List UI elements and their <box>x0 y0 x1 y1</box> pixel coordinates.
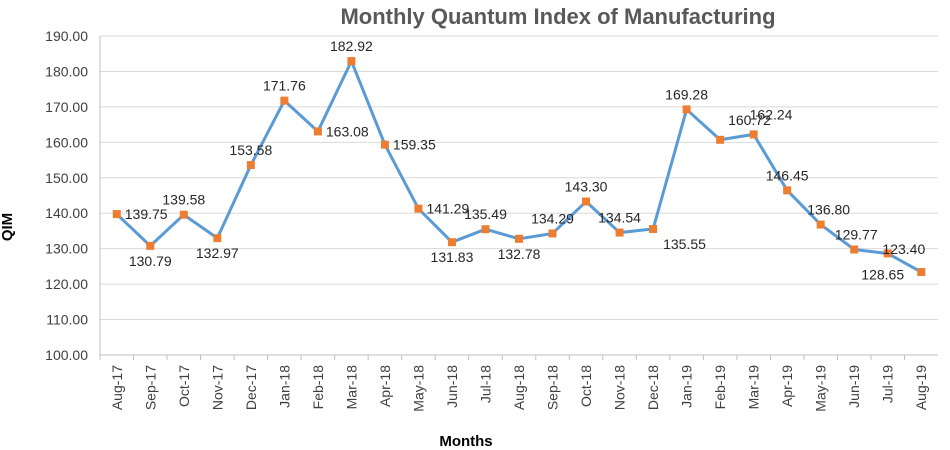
data-point <box>682 105 691 114</box>
x-tick-label: Aug-17 <box>109 365 125 410</box>
data-point <box>883 249 892 258</box>
x-tick-label: Oct-18 <box>578 365 594 407</box>
data-point <box>179 210 188 219</box>
y-tick-label: 190.00 <box>45 28 88 44</box>
data-label: 139.75 <box>125 206 168 222</box>
data-point <box>716 135 725 144</box>
y-axis: 100.00 110.00 120.00 130.00 140.00 150.00 160.… <box>45 28 88 363</box>
x-tick-label: Feb-19 <box>712 365 728 410</box>
x-tick-label: Aug-19 <box>913 365 929 410</box>
data-point <box>649 224 658 233</box>
data-point <box>515 234 523 243</box>
data-label: 135.55 <box>663 236 706 252</box>
data-label: 134.54 <box>598 210 641 226</box>
data-point <box>414 204 423 213</box>
data-point <box>783 186 792 195</box>
y-tick-label: 180.00 <box>45 63 88 79</box>
x-tick-label: Jul-19 <box>880 365 896 403</box>
data-label: 129.77 <box>835 226 878 242</box>
data-point <box>749 130 758 139</box>
x-tick-label: Apr-18 <box>377 365 393 407</box>
data-label: 132.97 <box>196 245 239 261</box>
x-tick-label: May-18 <box>410 365 426 412</box>
y-axis-title: QIM <box>0 213 16 241</box>
x-tick-label: Sep-18 <box>545 365 561 410</box>
x-axis-title: Months <box>439 433 492 450</box>
x-tick-label: Dec-18 <box>645 365 661 410</box>
data-point <box>548 229 557 238</box>
chart-title: Monthly Quantum Index of Manufacturing <box>340 4 775 29</box>
data-labels: 139.75 130.79 139.58 132.97 153.58 171.76 163.… <box>125 38 926 282</box>
data-point <box>816 220 825 229</box>
y-tick-label: 160.00 <box>45 134 88 150</box>
x-tick-label: Dec-17 <box>243 365 259 410</box>
y-tick-label: 140.00 <box>45 205 88 221</box>
data-label: 123.40 <box>882 241 925 257</box>
data-point <box>850 245 859 254</box>
data-point <box>380 140 389 149</box>
data-label: 141.29 <box>426 201 469 217</box>
x-tick-label: Jan-19 <box>679 365 695 408</box>
x-tick-label: Mar-19 <box>746 365 762 410</box>
data-label: 169.28 <box>665 86 708 102</box>
x-tick-label: May-19 <box>813 365 829 412</box>
data-point <box>280 96 289 105</box>
x-tick-label: Jun-19 <box>846 365 862 408</box>
data-point <box>313 127 322 136</box>
data-point <box>447 238 456 247</box>
data-point <box>146 241 155 250</box>
data-label: 160.72 <box>728 112 771 128</box>
x-tick-label: Nov-18 <box>612 365 628 410</box>
data-label: 131.83 <box>431 249 474 265</box>
x-tick-label: Oct-17 <box>176 365 192 407</box>
data-point <box>917 268 926 277</box>
data-label: 143.30 <box>565 179 608 195</box>
x-tick-label: Jan-18 <box>276 365 292 408</box>
x-tick-label: Jun-18 <box>444 365 460 408</box>
data-label: 146.45 <box>766 167 809 183</box>
y-tick-label: 130.00 <box>45 241 88 257</box>
grid <box>99 35 938 356</box>
data-point <box>582 197 591 206</box>
x-axis: Aug-17 Sep-17 Oct-17 Nov-17 Dec-17 Jan-18 Feb-… <box>99 355 929 412</box>
data-label: 130.79 <box>129 253 172 269</box>
y-tick-label: 110.00 <box>46 312 88 328</box>
data-point <box>246 161 255 170</box>
data-point <box>112 210 121 219</box>
data-label: 171.76 <box>263 78 306 94</box>
y-tick-label: 170.00 <box>45 99 88 115</box>
x-tick-label: Sep-17 <box>142 365 158 410</box>
x-tick-label: Feb-18 <box>310 365 326 410</box>
data-label: 128.65 <box>861 266 904 282</box>
markers <box>112 57 926 277</box>
data-label: 139.58 <box>162 192 205 208</box>
y-tick-label: 150.00 <box>45 170 88 186</box>
data-point <box>213 234 222 243</box>
y-tick-label: 100.00 <box>45 347 88 363</box>
data-label: 182.92 <box>330 38 373 54</box>
x-tick-label: Apr-19 <box>779 365 795 407</box>
data-label: 134.29 <box>531 210 574 226</box>
data-label: 159.35 <box>393 137 436 153</box>
data-label: 162.24 <box>750 106 793 122</box>
data-label: 163.08 <box>326 123 369 139</box>
data-point <box>481 225 490 234</box>
data-label: 132.78 <box>498 246 541 262</box>
data-label: 153.58 <box>229 142 272 158</box>
x-tick-label: Aug-18 <box>511 365 527 410</box>
x-tick-label: Nov-17 <box>209 365 225 410</box>
data-label: 135.49 <box>464 206 507 222</box>
data-point <box>347 57 356 66</box>
data-label: 136.80 <box>807 202 850 218</box>
x-tick-label: Mar-18 <box>343 365 359 410</box>
data-point <box>615 228 624 237</box>
x-tick-label: Jul-18 <box>477 365 493 403</box>
y-tick-label: 120.00 <box>45 276 88 292</box>
